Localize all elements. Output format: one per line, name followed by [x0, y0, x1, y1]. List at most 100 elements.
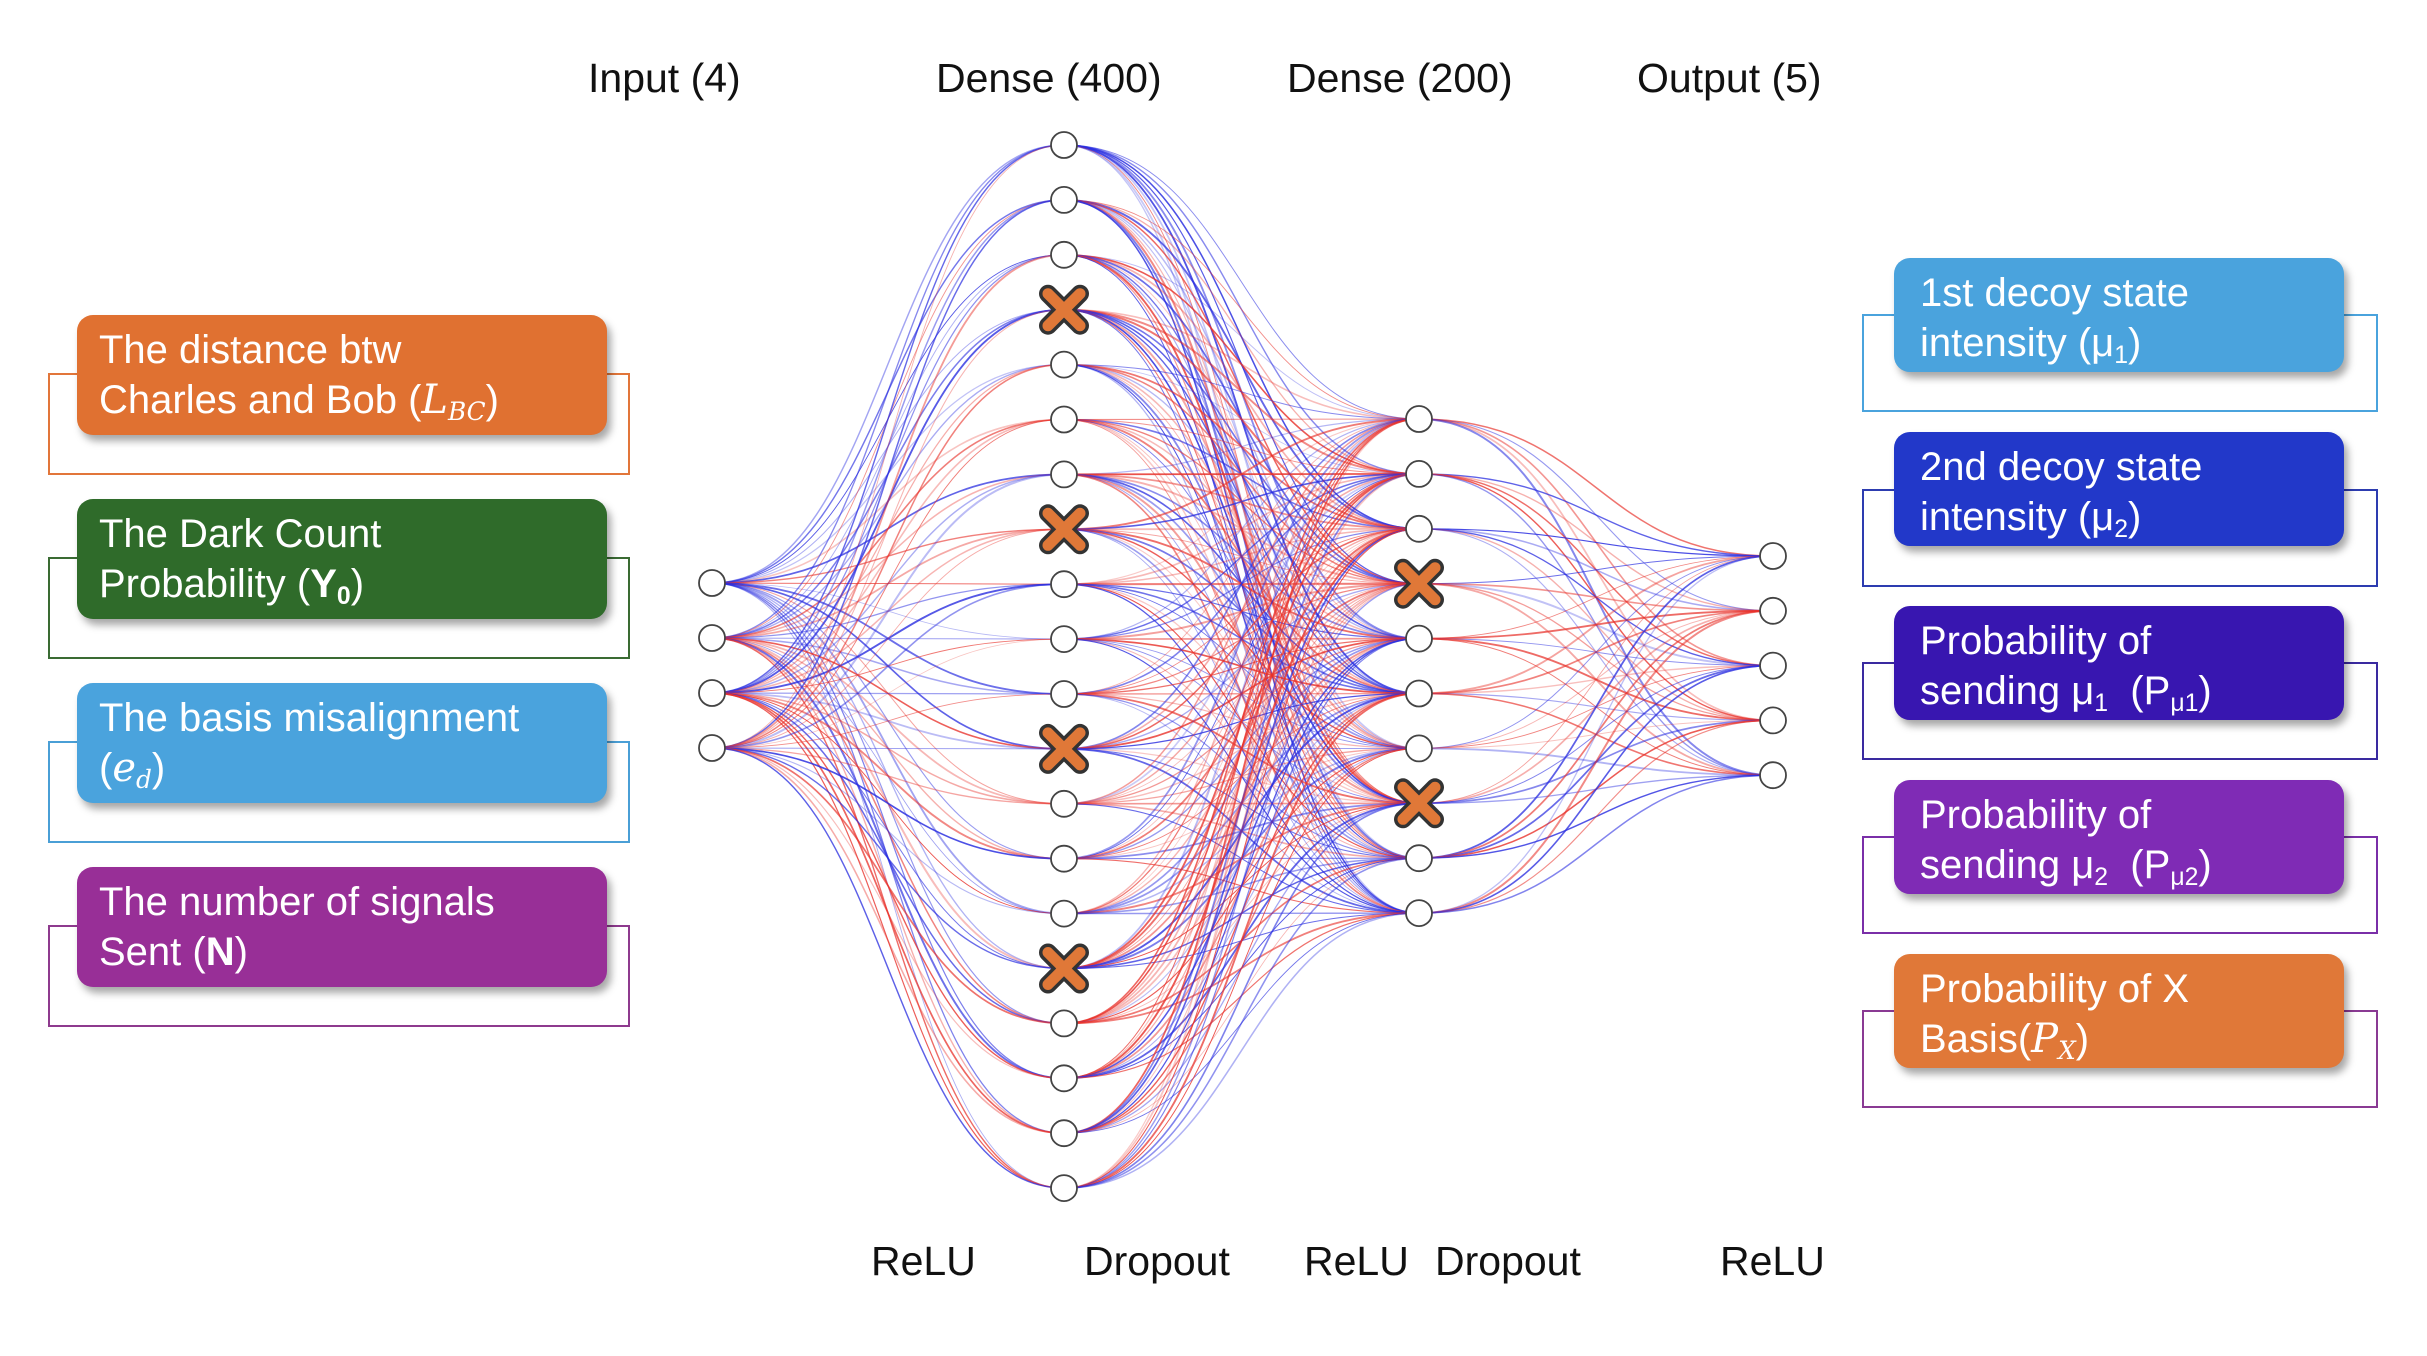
- weight-connection-l1-13-1: [1063, 473, 1420, 860]
- neuron-l1-n17: [1050, 1064, 1078, 1093]
- input-sub-distance: BC: [447, 396, 486, 426]
- output-label-decoy1-line2: intensity (μ: [1920, 321, 2115, 365]
- weight-connection-l1-19-8: [1063, 857, 1420, 1189]
- weight-connection-l1-11-2: [1063, 528, 1420, 750]
- output-label-prob-mu2-line2: sending μ: [1920, 843, 2095, 887]
- input-label-signals-line1: The number of signals: [99, 880, 495, 924]
- weight-connection-l0-3-18: [711, 747, 1065, 1134]
- output-sub-decoy2: 2: [2114, 515, 2129, 543]
- output-sub-prob-mu2: 2: [2094, 863, 2109, 891]
- weight-connection-l1-17-0: [1063, 418, 1420, 1079]
- weight-connection-l0-1-13: [711, 637, 1065, 860]
- weight-connection-l2-6-0: [1418, 555, 1774, 749]
- weight-connection-l1-19-3: [1063, 583, 1420, 1189]
- weight-connection-l1-1-0: [1063, 199, 1420, 420]
- neuron-l3-n4: [1759, 761, 1787, 790]
- layer-title-input: Input (4): [588, 55, 741, 101]
- weight-connection-l0-0-0: [711, 144, 1065, 584]
- weight-connection-l2-8-0: [1418, 555, 1774, 860]
- weight-connection-l0-3-19: [711, 747, 1065, 1189]
- weight-connection-l2-0-0: [1418, 418, 1774, 557]
- neuron-l1-n6: [1050, 460, 1078, 489]
- dropout-marker-l1-n11: [1039, 723, 1089, 774]
- output-end-decoy2: ): [2128, 495, 2142, 539]
- weight-connection-l0-2-0: [711, 144, 1065, 694]
- weight-connection-l1-18-4: [1063, 637, 1420, 1134]
- weight-connection-l1-19-9: [1063, 912, 1420, 1189]
- input-sub-dark-count: 0: [336, 582, 351, 610]
- weight-connection-l1-19-0: [1063, 418, 1420, 1189]
- weight-connection-l0-3-14: [711, 747, 1065, 915]
- neuron-l1-n18: [1050, 1119, 1078, 1148]
- neuron-l2-n1: [1405, 459, 1433, 488]
- weight-connection-l2-2-0: [1418, 528, 1774, 557]
- output-card-decoy1: 1st decoy state intensity (μ1): [1894, 258, 2344, 372]
- output-label-decoy2-line1: 2nd decoy state: [1920, 445, 2203, 489]
- neuron-l3-n3: [1759, 706, 1787, 735]
- output-sub-prob-x: X: [2058, 1035, 2076, 1065]
- input-label-signals-line2: Sent (: [99, 930, 206, 974]
- output-card-prob-mu1: Probability of sending μ1 (Pμ1): [1894, 606, 2344, 720]
- weight-connection-l0-2-12: [711, 692, 1065, 805]
- weight-connection-l1-18-0: [1063, 418, 1420, 1135]
- weight-connection-l2-5-0: [1418, 555, 1774, 695]
- weight-connection-l1-2-0: [1063, 254, 1420, 420]
- input-label-misalignment-line1: The basis misalignment: [99, 696, 520, 740]
- weight-connection-l0-1-0: [711, 144, 1065, 639]
- dropout-marker-l1-n7: [1039, 504, 1089, 555]
- input-card-misalignment: The basis misalignment (ed): [77, 683, 607, 803]
- weight-connection-l2-9-2: [1418, 664, 1774, 914]
- weight-connection-l1-8-0: [1063, 418, 1420, 585]
- weight-connection-l1-12-0: [1063, 418, 1420, 805]
- weight-connection-l2-4-1: [1418, 609, 1774, 640]
- output-sub-prob-mu1: 1: [2094, 689, 2109, 717]
- neuron-l3-n0: [1759, 542, 1787, 570]
- weight-connection-l1-19-2: [1063, 528, 1420, 1189]
- weight-connection-l2-8-1: [1418, 609, 1774, 860]
- weight-connection-l1-19-5: [1063, 692, 1420, 1190]
- weight-connection-l1-2-7: [1063, 253, 1420, 805]
- weight-connection-l1-0-2: [1063, 144, 1420, 530]
- weight-connection-l1-18-2: [1063, 527, 1420, 1135]
- input-card-distance: The distance btw Charles and Bob (LBC): [77, 315, 607, 435]
- neuron-l2-n5: [1405, 679, 1433, 708]
- input-bold-signals: N: [205, 930, 235, 974]
- weight-connection-l2-9-3: [1418, 719, 1774, 914]
- output-end-prob-mu2: ): [2198, 843, 2212, 887]
- weight-connection-l1-19-4: [1063, 638, 1420, 1189]
- weight-connection-l2-9-4: [1418, 774, 1774, 914]
- weight-connection-l0-2-15: [711, 692, 1065, 969]
- output-end-prob-x: ): [2075, 1017, 2090, 1061]
- output-end-decoy1: ): [2128, 321, 2142, 365]
- weight-connection-l1-3-0: [1063, 308, 1420, 420]
- weight-connection-l1-7-0: [1063, 418, 1420, 531]
- output-label-decoy1-line1: 1st decoy state: [1920, 271, 2190, 315]
- weight-connection-l1-5-1: [1063, 419, 1420, 475]
- neuron-l1-n8: [1050, 570, 1078, 599]
- output-mid-prob-mu2: (P: [2108, 843, 2171, 887]
- weight-connection-l2-3-0: [1418, 555, 1774, 585]
- weight-connection-l1-2-1: [1063, 254, 1420, 475]
- output-label-decoy2-line2: intensity (μ: [1920, 495, 2115, 539]
- weight-connection-l0-0-3: [711, 309, 1065, 584]
- neuron-l2-n6: [1405, 734, 1433, 763]
- weight-connection-l1-19-7: [1063, 802, 1420, 1189]
- output-card-prob-mu2: Probability of sending μ2 (Pμ2): [1894, 780, 2344, 894]
- neuron-l1-n19: [1050, 1174, 1078, 1202]
- activation-relu-2: ReLU: [1304, 1238, 1409, 1284]
- weight-connection-l1-19-6: [1063, 747, 1420, 1189]
- weight-connection-l0-3-10: [711, 693, 1065, 749]
- dropout-label-2: Dropout: [1435, 1238, 1581, 1284]
- weight-connection-l0-3-11: [711, 747, 1065, 750]
- input-end-distance: ): [485, 378, 499, 422]
- weight-connection-l2-5-2: [1418, 664, 1774, 695]
- weight-connection-l1-0-0: [1063, 144, 1420, 420]
- layer-title-output: Output (5): [1637, 55, 1822, 101]
- neuron-l1-n14: [1050, 899, 1078, 928]
- neuron-l2-n4: [1405, 624, 1433, 653]
- weight-connection-l0-0-14: [711, 582, 1065, 915]
- weight-connection-l1-8-1: [1063, 473, 1420, 586]
- weight-connection-l2-7-0: [1418, 555, 1774, 804]
- weight-connection-l1-3-6: [1063, 308, 1420, 750]
